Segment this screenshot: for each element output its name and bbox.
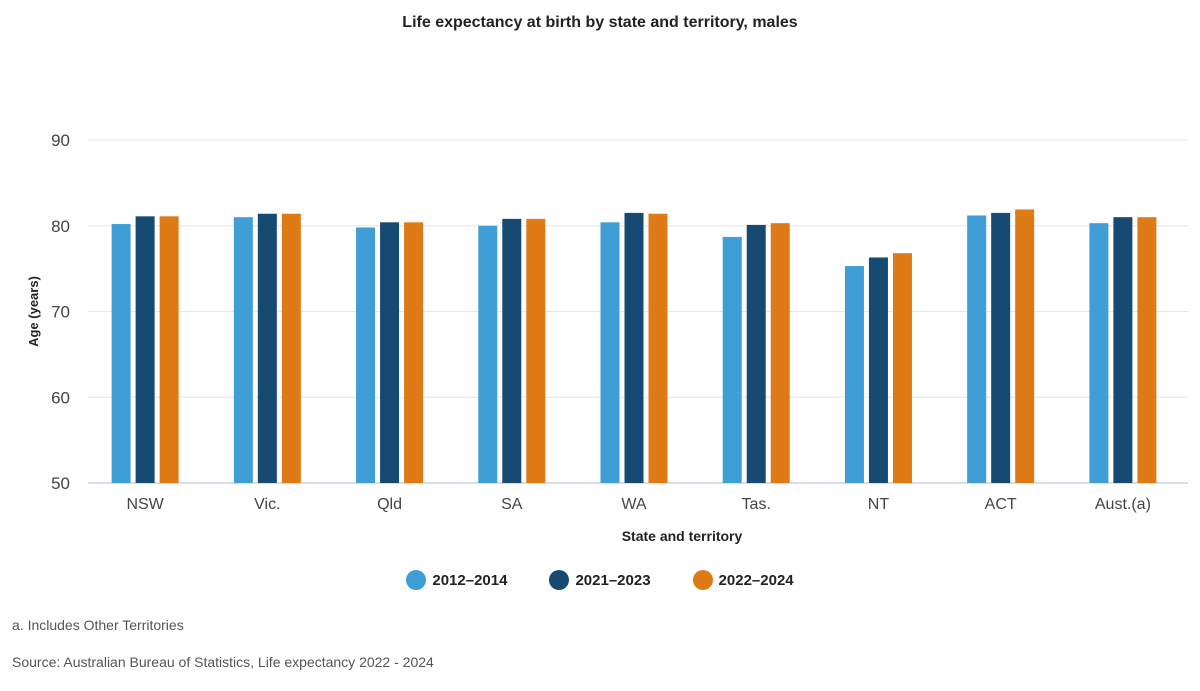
bar (844, 266, 864, 483)
x-tick-label: SA (501, 496, 523, 513)
bar (991, 212, 1011, 483)
bar (135, 216, 155, 483)
bar (526, 218, 546, 483)
legend-label: 2012–2014 (432, 571, 508, 589)
legend-swatch (406, 570, 427, 590)
bar (648, 213, 668, 483)
bar (257, 213, 277, 483)
source-note: Source: Australian Bureau of Statistics,… (12, 654, 434, 670)
bar (159, 216, 179, 483)
bar (868, 257, 888, 483)
bar (1113, 217, 1133, 484)
x-tick-label: WA (621, 496, 647, 513)
y-tick-label: 50 (51, 474, 70, 493)
bar (111, 224, 131, 483)
bar (281, 213, 301, 483)
bar (746, 224, 766, 483)
bar (624, 212, 644, 483)
y-tick-label: 90 (51, 131, 70, 150)
bar (1137, 217, 1157, 484)
bar (967, 215, 987, 483)
bar (1015, 209, 1035, 483)
legend: 2012–2014 2021–2023 2022–2024 (0, 570, 1200, 590)
y-tick-label: 70 (51, 303, 70, 322)
x-axis-label: State and territory (622, 528, 743, 544)
y-axis-label: Age (years) (26, 276, 41, 347)
y-tick-label: 80 (51, 217, 70, 236)
legend-item-2021-2023[interactable]: 2021–2023 (549, 570, 651, 590)
bar (502, 218, 522, 483)
bar (404, 222, 424, 483)
bar (1089, 223, 1109, 484)
legend-swatch (692, 570, 713, 590)
bar-chart: 50 60 70 80 90 Age (years) NSW Vic. Qld SA WA Tas. N… (26, 131, 1188, 544)
bar (233, 217, 253, 484)
footnote: a. Includes Other Territories (12, 617, 184, 633)
x-tick-label: Qld (377, 496, 402, 513)
bar (380, 222, 400, 483)
bar (770, 223, 790, 484)
legend-item-2012-2014[interactable]: 2012–2014 (406, 570, 507, 590)
legend-item-2022-2024[interactable]: 2022–2024 (692, 570, 794, 590)
x-tick-label: NSW (126, 496, 164, 513)
legend-label: 2021–2023 (575, 571, 651, 589)
x-tick-label: Tas. (742, 496, 771, 513)
bar (600, 222, 620, 483)
x-tick-label: ACT (985, 496, 1017, 513)
x-tick-label: Vic. (254, 496, 280, 513)
y-tick-label: 60 (51, 388, 70, 407)
x-tick-label: Aust.(a) (1095, 496, 1151, 513)
bar (356, 227, 376, 483)
bar (722, 236, 742, 483)
legend-label: 2022–2024 (718, 571, 794, 589)
chart-title: Life expectancy at birth by state and te… (402, 14, 798, 31)
legend-swatch (549, 570, 570, 590)
bar (478, 225, 498, 483)
x-tick-label: NT (868, 496, 890, 513)
bar (892, 253, 912, 483)
